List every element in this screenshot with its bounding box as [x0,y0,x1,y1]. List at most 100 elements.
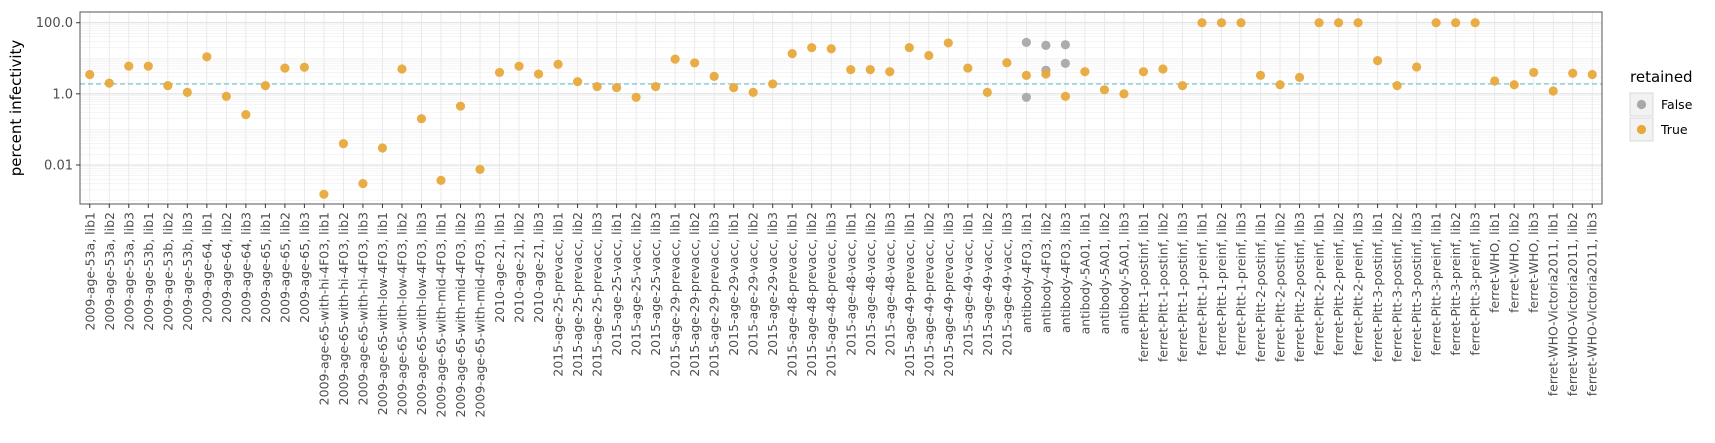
x-tick-label: 2009-age-53b, lib1 [141,212,156,331]
x-tick-label: 2015-age-48-prevacc, lib3 [824,212,839,377]
data-point [1412,62,1422,72]
x-tick-label: 2009-age-53a, lib1 [82,212,97,330]
x-tick-label: ferret-Pitt-3-postinf, lib3 [1409,212,1424,362]
data-point [748,87,758,97]
data-point [631,92,641,102]
legend-swatch [1636,124,1647,135]
legend-label: False [1661,97,1693,112]
data-point [1002,58,1012,68]
x-tick-label: ferret-Pitt-2-preinf, lib3 [1351,212,1366,356]
x-tick-label: 2010-age-21, lib2 [512,212,527,323]
data-point [1060,40,1070,50]
data-point [1119,89,1129,99]
x-tick-label: 2009-age-53a, lib3 [121,212,136,330]
x-tick-label: 2009-age-65, lib2 [277,212,292,323]
data-point [1333,18,1344,28]
data-point [572,77,583,87]
data-point [1021,92,1031,102]
x-tick-label: 2009-age-53b, lib3 [180,212,195,331]
data-point [358,178,368,189]
grid [80,11,1602,204]
data-point [729,82,739,93]
data-point [1314,18,1324,28]
data-point [163,81,173,91]
data-point [319,189,329,199]
x-tick-label: 2015-age-48-vacc, lib2 [863,212,878,356]
x-tick-label: 2015-age-25-vacc, lib2 [629,212,644,356]
x-tick-label: antibody-5A01, lib3 [1116,212,1131,334]
data-point [1548,86,1558,96]
x-tick-label: 2015-age-25-prevacc, lib3 [590,212,605,377]
data-point [1294,72,1305,82]
x-tick-label: ferret-Pitt-2-postinf, lib1 [1253,212,1268,362]
data-point [670,54,680,64]
data-point [1509,80,1519,90]
x-tick-label: ferret-Pitt-1-postinf, lib3 [1175,212,1190,362]
x-tick-label: ferret-WHO-Victoria2011, lib1 [1546,212,1561,396]
data-point [1490,76,1500,86]
x-tick-label: 2015-age-29-prevacc, lib2 [687,212,702,377]
data-point [1451,18,1461,28]
x-tick-label: 2009-age-65, lib3 [297,212,312,323]
data-point [143,61,153,71]
x-tick-label: ferret-Pitt-2-postinf, lib2 [1273,212,1288,362]
y-tick-label: 100.0 [36,16,73,31]
x-tick-label: 2010-age-21, lib3 [531,212,546,323]
x-tick-label: ferret-Pitt-3-postinf, lib2 [1390,212,1405,362]
x-tick-label: ferret-Pitt-3-preinf, lib2 [1448,212,1463,356]
x-tick-label: 2015-age-29-vacc, lib1 [726,212,741,356]
x-tick-label: ferret-WHO, lib3 [1526,212,1541,313]
data-point [826,44,836,54]
data-point [436,175,446,185]
legend-swatch [1636,99,1647,110]
data-point [768,79,778,89]
x-tick-label: 2015-age-29-vacc, lib2 [746,212,761,356]
data-point [1060,91,1070,101]
data-point [1529,67,1539,78]
x-tick-label: 2009-age-65-with-mid-4F03, lib3 [473,212,488,418]
x-axis-ticks: 2009-age-53a, lib1 2009-age-53a, lib2 2009… [82,204,1600,418]
x-tick-label: 2015-age-49-prevacc, lib3 [941,212,956,377]
x-tick-label: ferret-Pitt-1-preinf, lib3 [1234,212,1249,356]
data-point [924,50,934,61]
x-tick-label: 2009-age-65-with-mid-4F03, lib2 [453,212,468,418]
data-point [221,91,231,101]
x-tick-label: 2009-age-65-with-hi-4F03, lib1 [316,212,331,405]
data-point [182,87,192,97]
x-tick-label: ferret-Pitt-2-postinf, lib3 [1292,212,1307,362]
data-point [1080,67,1090,77]
data-point [787,49,797,59]
data-point [1236,18,1246,28]
x-tick-label: 2015-age-29-prevacc, lib1 [668,212,683,377]
x-tick-label: 2010-age-21, lib1 [492,212,507,323]
data-point [592,81,602,92]
data-point [1060,58,1070,68]
legend-label: True [1660,122,1688,137]
x-tick-label: 2015-age-49-vacc, lib2 [980,212,995,356]
x-tick-label: ferret-Pitt-3-preinf, lib1 [1429,212,1444,356]
x-tick-label: 2009-age-65-with-low-4F03, lib1 [375,212,390,415]
x-tick-label: 2015-age-48-prevacc, lib1 [785,212,800,377]
legend: retained False True [1629,68,1693,142]
x-tick-label: ferret-Pitt-2-preinf, lib2 [1331,212,1346,356]
data-point [846,65,856,75]
data-point [904,42,914,53]
data-point [1158,64,1168,74]
y-axis-label: percent infectivity [7,40,25,177]
x-tick-label: 2015-age-49-vacc, lib1 [960,212,975,356]
x-tick-label: ferret-Pitt-1-postinf, lib1 [1136,212,1151,362]
data-point [1041,40,1051,51]
data-point [1568,68,1578,78]
x-tick-label: 2015-age-49-prevacc, lib1 [902,212,917,377]
y-axis-ticks: 0.01 1.0 100.0 [36,16,80,173]
data-point [494,67,505,78]
data-point [241,110,251,120]
x-tick-label: 2009-age-65-with-hi-4F03, lib3 [355,212,370,405]
x-tick-label: 2015-age-25-prevacc, lib1 [551,212,566,377]
data-point [338,138,349,149]
data-point [416,114,427,124]
data-point [85,69,95,80]
x-tick-label: ferret-Pitt-3-postinf, lib1 [1370,212,1385,362]
x-tick-label: antibody-5A01, lib2 [1097,212,1112,334]
